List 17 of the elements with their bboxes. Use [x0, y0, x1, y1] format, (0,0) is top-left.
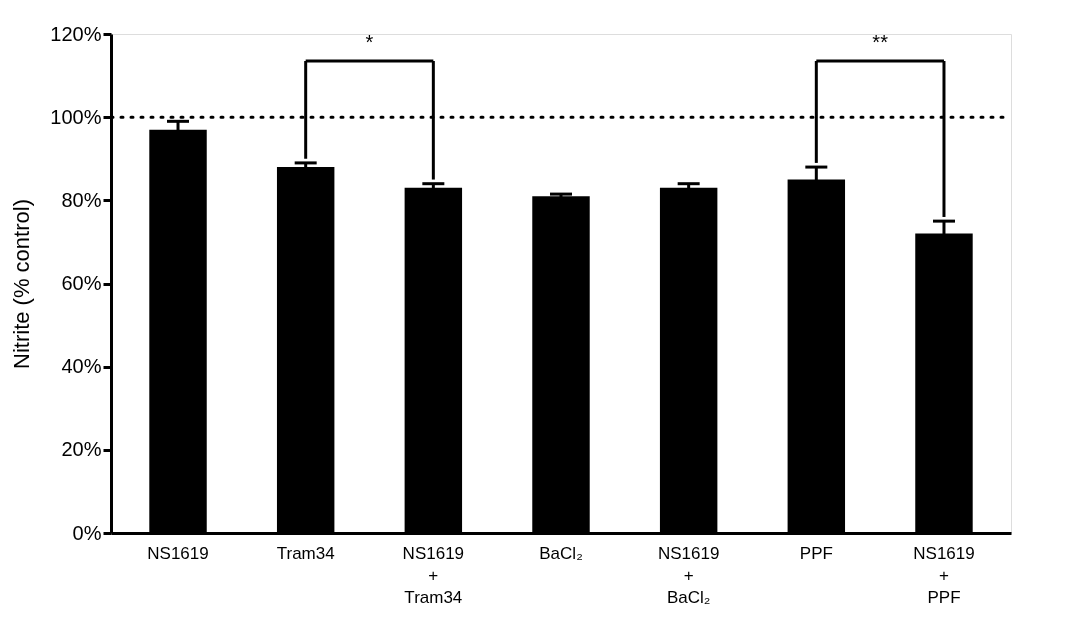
- annotation: *: [365, 31, 374, 53]
- x-tick-label: NS1619 + Tram34: [402, 543, 465, 607]
- x-tick-label: NS1619 + BaCl₂: [657, 543, 720, 607]
- annotation: **: [872, 31, 889, 53]
- x-tick-label: PPF: [799, 543, 833, 563]
- y-tick-label: 120%: [50, 22, 102, 45]
- x-tick-label: BaCl₂: [539, 543, 583, 563]
- y-tick-label: 60%: [61, 272, 102, 294]
- y-tick-label: 80%: [61, 188, 102, 211]
- x-tick-label: NS1619: [147, 543, 209, 563]
- x-tick-label: NS1619 + PPF: [913, 543, 975, 607]
- y-axis-title: Nitrite (% control): [9, 199, 35, 369]
- y-tick-label: 40%: [61, 355, 102, 378]
- y-tick-label: 20%: [61, 438, 102, 461]
- y-tick-label: 0%: [72, 521, 102, 544]
- y-tick-label: 100%: [50, 105, 102, 128]
- x-tick-label: Tram34: [276, 543, 335, 563]
